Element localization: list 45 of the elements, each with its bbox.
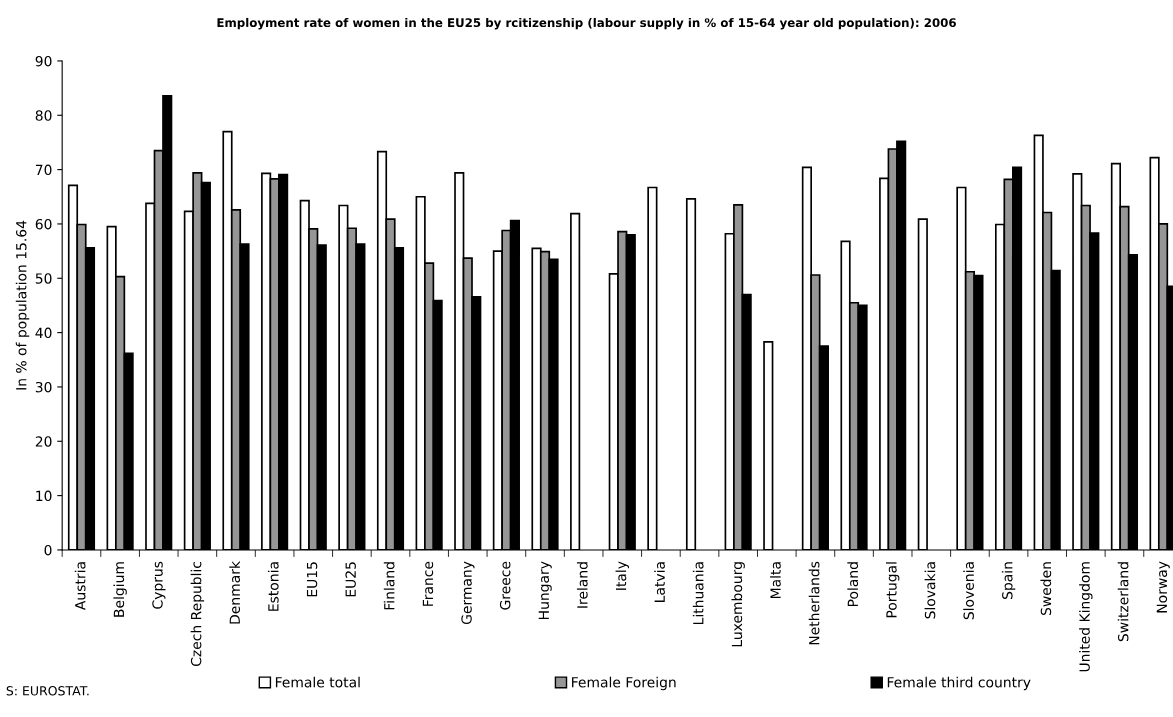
y-tick-label: 40 [35,327,52,339]
y-tick-label: 60 [35,218,52,230]
x-tick-label: EU15 [306,562,318,597]
y-tick-label: 50 [35,273,52,284]
x-tick-label: Greece [499,561,511,610]
x-tick-label: Denmark [229,561,241,624]
x-tick-label: Luxembourg [731,562,745,647]
x-tick-label: Portugal [885,562,900,618]
y-tick-label: 30 [35,381,52,393]
x-tick-label: Switzerland [1117,562,1129,642]
x-tick-label: Malta [770,562,781,598]
x-tick-label: EU25 [345,562,356,597]
y-tick-label: 80 [35,110,52,121]
y-tick-label: 0 [44,544,52,556]
x-tick-label: Slovenia [963,562,974,620]
x-tick-label: Lithuania [692,562,704,625]
x-tick-label: Sweden [1040,562,1052,616]
x-tick-label: Slovakia [924,562,936,619]
legend-label: Female total [275,676,360,688]
x-tick-label: Italy [615,561,629,590]
y-tick-label: 70 [35,164,52,176]
x-tick-label: Germany [461,561,475,625]
x-tick-label: Poland [847,562,859,607]
y-tick-label: 20 [35,436,52,447]
x-tick-label: Spain [1001,562,1016,599]
x-tick-label: Norway [1156,561,1170,613]
x-tick-label: Finland [383,562,395,610]
x-tick-label: Hungary [538,561,552,619]
x-tick-label: United Kingdom [1079,562,1093,672]
x-tick-label: Belgium [113,562,127,617]
x-tick-label: Cyprus [152,561,166,609]
x-tick-label: Czech Republic [190,561,205,667]
text: S: EUROSTAT. [6,686,89,696]
x-tick-label: Austria [74,562,86,610]
legend-label: Female third country [887,676,1031,691]
x-tick-label: Latvia [654,562,665,602]
chart-title: Employment rate of women in the EU25 by rcitizenship (labour supply in % of 15-64 year old population): 2006 [217,17,956,30]
y-tick-label: 90 [35,55,52,67]
x-tick-label: Estonia [267,562,279,611]
x-tick-label: Netherlands [808,561,820,645]
x-tick-label: France [422,561,434,606]
y-tick-label: 10 [36,490,52,502]
x-tick-label: Ireland [576,562,588,608]
y-axis-title: In % of population 15.64 [15,220,30,390]
legend-label: Female Foreign [572,676,676,691]
